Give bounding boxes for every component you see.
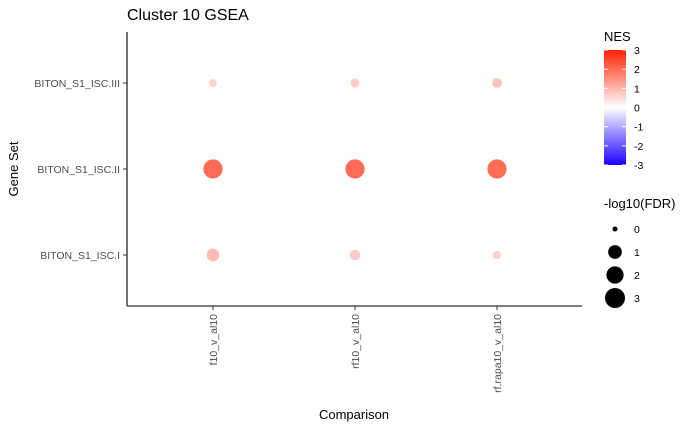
- fdr-legend-label: 1: [634, 247, 640, 259]
- x-tick-label: rf.rapa10_v_al10: [492, 314, 504, 393]
- nes-tick-label: 1: [634, 83, 640, 95]
- fdr-legend-dot: [612, 226, 618, 232]
- x-axis-title: Comparison: [319, 407, 389, 422]
- fdr-legend-label: 3: [634, 293, 640, 305]
- nes-tick-label: -2: [634, 141, 643, 153]
- nes-tick-label: -1: [634, 122, 643, 134]
- y-axis-title: Gene Set: [6, 141, 21, 196]
- x-axis-ticks: f10_v_al10 rf10_v_al10 rf.rapa10_v_al10: [208, 306, 504, 393]
- data-point: [487, 159, 507, 179]
- data-point: [206, 248, 220, 262]
- fdr-legend-dot: [608, 245, 622, 259]
- data-point: [349, 249, 361, 261]
- fdr-legend-dot: [605, 288, 625, 308]
- y-tick-label: BITON_S1_ISC.II: [37, 164, 120, 176]
- data-point: [345, 159, 365, 179]
- fdr-legend-label: 0: [634, 224, 640, 236]
- data-point: [492, 78, 502, 88]
- fdr-legend-items: 0 1 2 3: [605, 224, 640, 308]
- nes-tick-label: -3: [634, 160, 643, 172]
- fdr-legend-title: -log10(FDR): [604, 196, 676, 211]
- y-tick-label: BITON_S1_ISC.I: [40, 250, 120, 262]
- data-point: [203, 159, 223, 179]
- nes-tick-label: 2: [634, 64, 640, 76]
- data-point: [492, 250, 502, 260]
- x-tick-label: rf10_v_al10: [350, 314, 362, 369]
- fdr-legend-label: 2: [634, 270, 640, 282]
- data-points: [203, 78, 507, 262]
- y-axis-ticks: BITON_S1_ISC.I BITON_S1_ISC.II BITON_S1_IS…: [34, 78, 127, 262]
- nes-legend-ticks: 3 2 1 0 -1 -2 -3: [604, 45, 643, 172]
- nes-tick-label: 3: [634, 45, 640, 57]
- data-point: [350, 78, 360, 88]
- nes-color-legend: NES 3 2 1 0 -1 -2 -3: [604, 29, 643, 172]
- chart-title: Cluster 10 GSEA: [127, 7, 249, 24]
- nes-tick-label: 0: [634, 103, 640, 115]
- nes-colorbar: [604, 50, 626, 165]
- nes-legend-title: NES: [604, 29, 631, 44]
- data-point: [209, 79, 217, 87]
- fdr-legend-dot: [606, 266, 624, 284]
- x-tick-label: f10_v_al10: [208, 314, 220, 366]
- y-tick-label: BITON_S1_ISC.III: [34, 78, 120, 90]
- fdr-size-legend: -log10(FDR) 0 1 2 3: [604, 196, 676, 308]
